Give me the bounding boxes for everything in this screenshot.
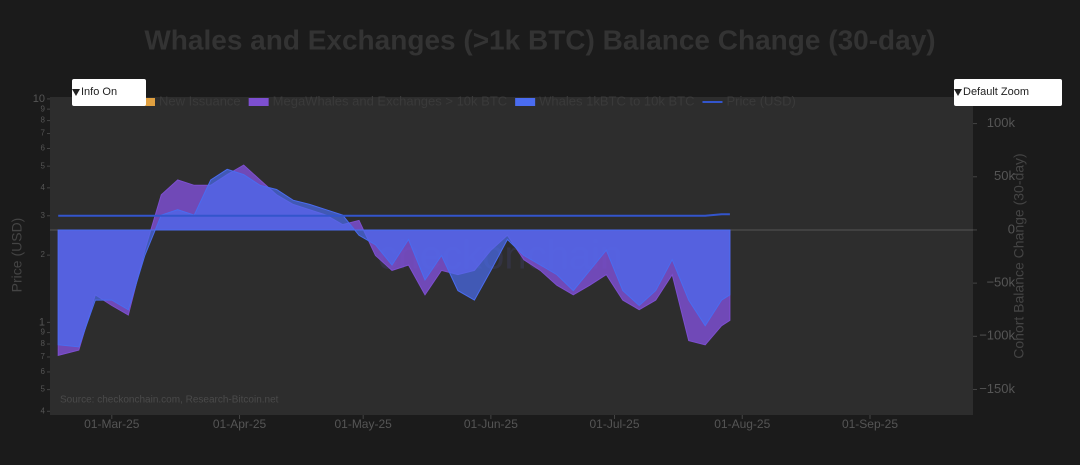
y-tick-label: 5 [41,385,46,394]
y2-tick-label: 0 [1008,221,1015,236]
y-tick-label: 5 [41,161,46,170]
y-tick-label: 4 [41,183,46,192]
source: Source: checkonchain.com, Research-Bitco… [60,395,279,406]
x-tick-label: 01-Aug-25 [714,417,770,431]
y2-tick-label: −50k [986,275,1015,290]
dropdown-arrow [954,89,962,96]
x-tick-label: 01-Jun-25 [464,417,518,431]
legend-label: New Issuance [159,93,241,108]
legend-label: Price (USD) [726,93,795,108]
y2-tick-label: 100k [987,115,1016,130]
x-tick-label: 01-Jul-25 [589,417,639,431]
x-tick-label: 01-Sep-25 [842,417,898,431]
y-tick-label: 8 [41,116,46,125]
price-line [58,213,730,217]
y-tick-label: 9 [41,328,46,337]
button-label: Info On [81,86,118,98]
legend-swatch [248,98,269,106]
y-tick-label: 10 [33,93,45,105]
legend-swatch [515,98,536,106]
y-tick-label: 8 [41,339,46,348]
button-label: Default Zoom [963,86,1030,98]
y-axis-label: Price (USD) [9,218,25,293]
y-tick-label: 6 [41,144,46,153]
x-tick-label: 01-May-25 [334,417,392,431]
y-tick-label: 6 [41,367,46,376]
y-tick-label: 7 [41,352,46,361]
y2-tick-label: 50k [994,168,1015,183]
legend-label: Whales 1kBTC to 10k BTC [539,93,694,108]
area [57,168,731,348]
y-tick-label: 2 [41,250,46,259]
x-tick-label: 01-Apr-25 [213,417,267,431]
zoom-button[interactable]: Default Zoom [954,79,1062,106]
y-tick-label: 4 [41,406,46,415]
y-tick-label: 3 [41,211,46,220]
x-tick-label: 01-Mar-25 [84,417,140,431]
y2-tick-label: −100k [979,328,1015,343]
y-tick-label: 7 [41,129,46,138]
y-tick-label: 9 [41,104,46,113]
info-button[interactable]: Info On [72,79,146,106]
legend-label: MegaWhales and Exchanges > 10k BTC [273,93,508,108]
dropdown-arrow [72,89,80,96]
y2-axis-label: Cohort Balance Change (30-day) [1011,153,1027,358]
y-tick-label: 1 [39,316,45,328]
y2-tick-label: −150k [979,381,1015,396]
chart-title: Whales and Exchanges (>1k BTC) Balance C… [144,24,935,55]
plot-area [50,97,973,415]
